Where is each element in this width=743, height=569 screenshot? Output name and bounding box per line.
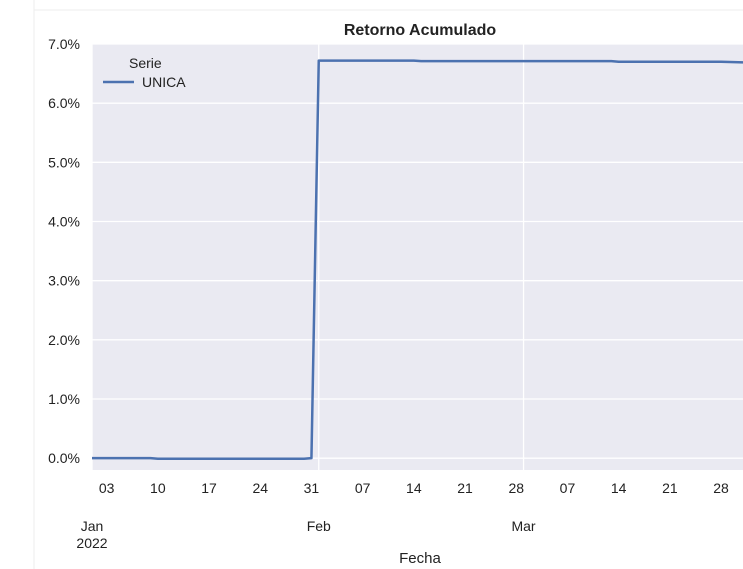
y-tick-label: 4.0%	[48, 214, 80, 230]
legend-title: Serie	[129, 55, 162, 71]
x-tick-label-major: Mar	[511, 518, 535, 534]
y-tick-label: 3.0%	[48, 273, 80, 289]
y-tick-label: 0.0%	[48, 450, 80, 466]
legend-label-unica: UNICA	[142, 74, 186, 90]
x-tick-label-minor: 21	[662, 480, 678, 496]
x-tick-label-minor: 21	[457, 480, 473, 496]
x-tick-label-minor: 10	[150, 480, 166, 496]
x-tick-label-major: Jan	[81, 518, 104, 534]
x-tick-label-minor: 07	[560, 480, 576, 496]
x-tick-label-minor: 24	[252, 480, 268, 496]
x-tick-label-minor: 28	[508, 480, 524, 496]
x-tick-label-minor: 07	[355, 480, 371, 496]
chart-title: Retorno Acumulado	[344, 22, 497, 39]
y-tick-label: 5.0%	[48, 154, 80, 170]
legend: Serie UNICA	[103, 55, 186, 90]
x-tick-sublabel: 2022	[76, 535, 107, 551]
y-axis-ticks: 0.0% 1.0% 2.0% 3.0% 4.0% 5.0% 6.0% 7.0%	[48, 36, 80, 466]
series-lines	[92, 59, 743, 461]
y-tick-label: 2.0%	[48, 332, 80, 348]
x-tick-label-minor: 14	[406, 480, 422, 496]
x-tick-label-minor: 31	[304, 480, 320, 496]
x-tick-label-minor: 14	[611, 480, 627, 496]
x-tick-label-major: Feb	[307, 518, 331, 534]
x-tick-label-minor: 03	[99, 480, 115, 496]
y-tick-label: 7.0%	[48, 36, 80, 52]
y-tick-label: 6.0%	[48, 95, 80, 111]
series-line-unica	[92, 59, 743, 461]
x-tick-label-minor: 28	[713, 480, 729, 496]
x-axis-label: Fecha	[399, 550, 441, 567]
x-tick-label-minor: 17	[201, 480, 217, 496]
y-tick-label: 1.0%	[48, 391, 80, 407]
plot-area	[92, 44, 743, 470]
